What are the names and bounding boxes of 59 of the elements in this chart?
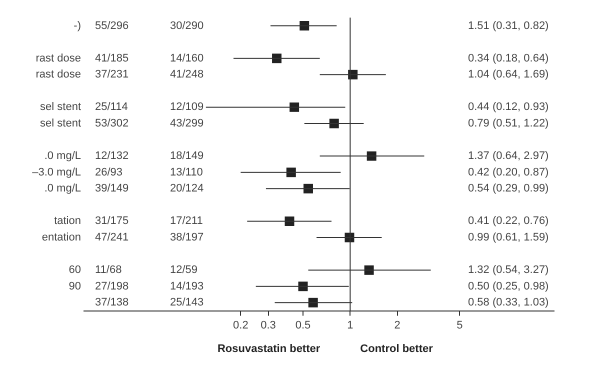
annotation: 41/248 (170, 68, 204, 81)
y-tick-label: rast dose (36, 68, 81, 81)
x-tick-label: 0.3 (260, 319, 276, 332)
x-tick-label: 5 (456, 319, 463, 332)
annotation: 1.37 (0.64, 2.97) (468, 150, 549, 162)
annotation: 12/132 (95, 150, 129, 162)
annotation: 0.44 (0.12, 0.93) (468, 101, 549, 114)
annotation: 25/114 (95, 101, 128, 114)
annotation: 20/124 (170, 182, 204, 195)
annotation: 0.54 (0.29, 0.99) (468, 182, 549, 195)
annotation: 18/149 (170, 150, 204, 162)
annotation: 0.58 (0.33, 1.03) (468, 296, 549, 309)
y-tick-label: rast dose (36, 52, 81, 64)
annotation: 39/149 (95, 182, 129, 195)
y-tick-label: tation (54, 215, 81, 228)
annotation: 43/299 (170, 118, 204, 130)
y-tick-label: sel stent (40, 118, 81, 130)
annotation: 1.32 (0.54, 3.27) (468, 264, 549, 276)
x-tick-label: 2 (394, 319, 400, 332)
annotation: 55/296 (95, 20, 129, 32)
annotation: 0.34 (0.18, 0.64) (468, 52, 549, 64)
annotation: 0.42 (0.20, 0.87) (468, 166, 549, 178)
annotation: 12/109 (170, 101, 204, 114)
text: Rosuvastatin better (217, 343, 321, 356)
annotation: 0.41 (0.22, 0.76) (468, 215, 549, 228)
annotation: 12/59 (170, 264, 198, 276)
annotation: 37/231 (95, 68, 129, 81)
annotation: 1.51 (0.31, 0.82) (468, 20, 549, 32)
annotation: 14/160 (170, 52, 204, 64)
annotation: 17/211 (170, 215, 203, 228)
annotation: 31/175 (95, 215, 129, 228)
y-tick-label: sel stent (40, 101, 81, 114)
y-tick-label: 90 (68, 280, 81, 292)
annotation: 13/110 (170, 166, 203, 178)
y-tick-label: -) (74, 20, 81, 32)
annotation: 26/93 (95, 166, 123, 178)
annotation: 0.50 (0.25, 0.98) (468, 280, 549, 292)
y-tick-label: .0 mg/L (44, 150, 81, 162)
x-tick-label: 0.5 (295, 319, 311, 332)
y-tick-label: .0 mg/L (44, 182, 81, 195)
y-tick-label: 60 (68, 264, 81, 276)
annotation: 14/193 (170, 280, 204, 292)
annotation: 0.79 (0.51, 1.22) (468, 118, 549, 130)
annotation: 53/302 (95, 118, 129, 130)
annotation: 27/198 (95, 280, 129, 292)
annotation: 38/197 (170, 232, 204, 244)
annotation: 37/138 (95, 296, 129, 309)
annotation: 0.99 (0.61, 1.59) (468, 232, 549, 244)
text: Control better (360, 343, 434, 356)
y-tick-label: –3.0 mg/L (32, 166, 81, 178)
annotation: 30/290 (170, 20, 204, 32)
y-tick-label: entation (42, 232, 81, 244)
annotation: 1.04 (0.64, 1.69) (468, 68, 549, 81)
x-tick-label: 1 (347, 319, 354, 332)
annotation: 25/143 (170, 296, 204, 309)
annotation: 11/68 (95, 264, 122, 276)
annotation: 41/185 (95, 52, 129, 64)
x-tick-label: 0.2 (233, 319, 248, 332)
annotation: 47/241 (95, 232, 129, 244)
